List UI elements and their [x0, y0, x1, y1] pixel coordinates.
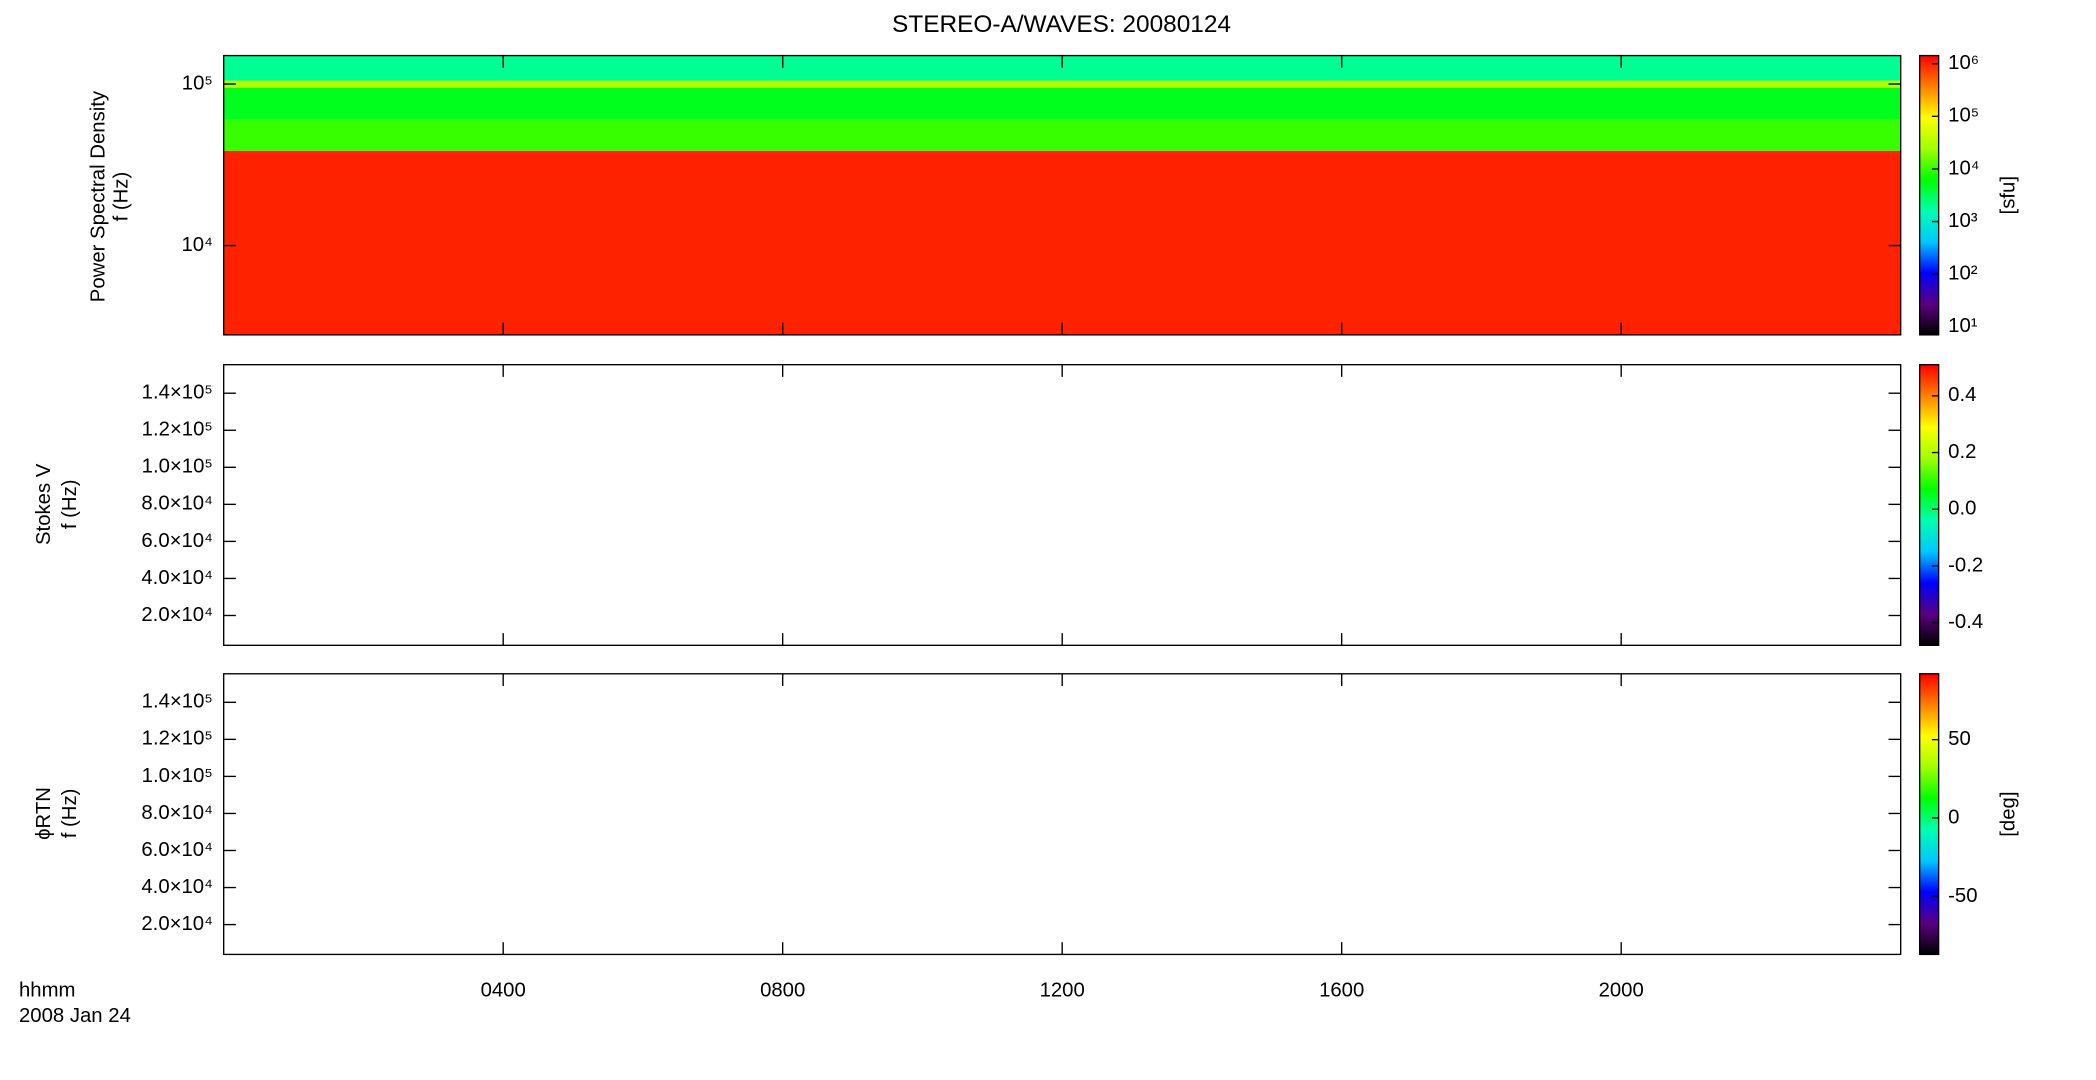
plot-root: STEREO-A/WAVES: 20080124 10⁴ 10⁵ Power Spe…: [19, 11, 2020, 1027]
x-tick-label: 1600: [1319, 979, 1364, 1001]
colorbar-tick-label: 10³: [1948, 210, 1978, 232]
colorbar-tick-label: 0: [1948, 806, 1959, 828]
y-axis-label: f (Hz): [59, 789, 81, 839]
spectrogram-band: [223, 80, 1901, 88]
y-tick-label: 10⁴: [181, 234, 212, 256]
x-tick-label: 0400: [481, 979, 526, 1001]
y-tick-label: 1.0×10⁵: [142, 765, 213, 787]
y-tick-label: 1.4×10⁵: [142, 691, 213, 713]
x-tick-label: 1200: [1040, 979, 1085, 1001]
y-tick-label: 4.0×10⁴: [141, 567, 212, 589]
y-tick-label: 6.0×10⁴: [141, 530, 212, 552]
y-axis-label: f (Hz): [110, 172, 132, 222]
colorbar-tick-label: 10⁵: [1948, 105, 1979, 127]
y-tick-label: 8.0×10⁴: [141, 493, 212, 515]
colorbar-tick-label: 10²: [1948, 262, 1978, 284]
x-tick-label: 2000: [1599, 979, 1644, 1001]
y-axis-label: Stokes V: [33, 463, 55, 545]
colorbar-tick-label: 0.0: [1948, 498, 1976, 520]
plot-frame: [223, 364, 1902, 646]
x-tick-label: 0800: [760, 979, 805, 1001]
colorbar: [1918, 364, 1940, 646]
colorbar-tick-label: 10⁴: [1948, 157, 1979, 179]
spectrogram-band: [223, 119, 1901, 151]
y-tick-label: 1.2×10⁵: [142, 419, 213, 441]
colorbar: [1918, 54, 1940, 336]
y-tick-label: 2.0×10⁴: [141, 913, 212, 935]
colorbar-label: [sfu]: [1998, 176, 2020, 214]
y-tick-label: 8.0×10⁴: [141, 802, 212, 824]
y-tick-label: 2.0×10⁴: [141, 604, 212, 626]
y-axis-label: Power Spectral Density: [87, 90, 109, 302]
colorbar-label: [deg]: [1998, 791, 2020, 836]
colorbar-tick-label: 0.4: [1948, 384, 1976, 406]
x-axis-label: hhmm: [19, 979, 75, 1001]
y-tick-label: 1.0×10⁵: [142, 456, 213, 478]
colorbar: [1918, 673, 1940, 956]
colorbar-tick-label: 50: [1948, 728, 1971, 750]
y-tick-label: 1.2×10⁵: [142, 728, 213, 750]
plot-frame: [223, 673, 1902, 956]
y-axis-label: ϕRTN: [33, 787, 55, 840]
colorbar-tick-label: -50: [1948, 885, 1977, 907]
spectrogram-band: [223, 87, 1901, 120]
colorbar-tick-label: 10¹: [1948, 315, 1978, 337]
colorbar-tick-label: -0.2: [1948, 554, 1983, 576]
y-tick-label: 6.0×10⁴: [141, 839, 212, 861]
y-tick-label: 4.0×10⁴: [141, 876, 212, 898]
colorbar-tick-label: -0.4: [1948, 611, 1983, 633]
colorbar-tick-label: 0.2: [1948, 441, 1976, 463]
y-axis-label: f (Hz): [59, 479, 81, 529]
x-axis-label: 2008 Jan 24: [19, 1005, 131, 1027]
y-tick-label: 10⁵: [182, 72, 213, 94]
chart-title: STEREO-A/WAVES: 20080124: [892, 11, 1231, 38]
spectrogram-band: [223, 150, 1901, 335]
colorbar-tick-label: 10⁶: [1948, 52, 1979, 74]
y-tick-label: 1.4×10⁵: [142, 382, 213, 404]
